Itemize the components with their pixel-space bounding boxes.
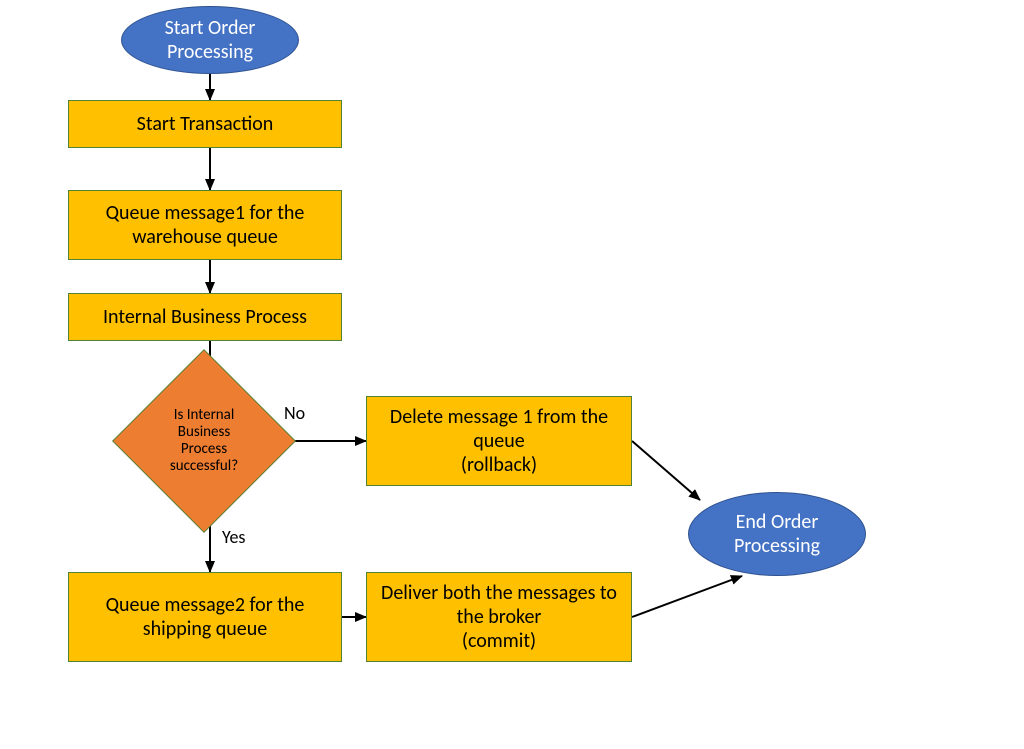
- rect-internal-biz: Internal Business Process: [68, 293, 342, 341]
- edge-n_commit-to-end: [632, 576, 742, 617]
- edge-label-no: No: [284, 402, 305, 424]
- rect-label: Start Transaction: [137, 112, 274, 136]
- rect-queue-msg1: Queue message1 for the warehouse queue: [68, 190, 342, 260]
- rect-rollback: Delete message 1 from the queue (rollbac…: [366, 396, 632, 486]
- decision-node: Is Internal Business Process successful?: [139, 376, 269, 506]
- rect-label: Internal Business Process: [103, 305, 307, 329]
- rect-label: Queue message2 for the shipping queue: [79, 593, 331, 641]
- start-label: Start Order Processing: [136, 16, 284, 64]
- rect-start-transaction: Start Transaction: [68, 100, 342, 148]
- flowchart-canvas: Start Order Processing Start Transaction…: [0, 0, 1024, 749]
- edge-n_no-to-end: [632, 441, 700, 500]
- rect-label: Deliver both the messages to the broker …: [377, 581, 621, 653]
- start-node: Start Order Processing: [121, 6, 299, 74]
- decision-text: Is Internal Business Process successful?: [157, 407, 251, 476]
- rect-label: Queue message1 for the warehouse queue: [79, 201, 331, 249]
- end-label: End Order Processing: [707, 510, 847, 558]
- end-node: End Order Processing: [688, 492, 866, 576]
- edge-label-yes-text: Yes: [222, 526, 245, 548]
- decision-label: Is Internal Business Process successful?: [139, 376, 269, 506]
- rect-label: Delete message 1 from the queue (rollbac…: [377, 405, 621, 477]
- edge-label-yes: Yes: [222, 526, 245, 548]
- edge-label-no-text: No: [284, 402, 305, 424]
- rect-queue-msg2: Queue message2 for the shipping queue: [68, 572, 342, 662]
- rect-commit: Deliver both the messages to the broker …: [366, 572, 632, 662]
